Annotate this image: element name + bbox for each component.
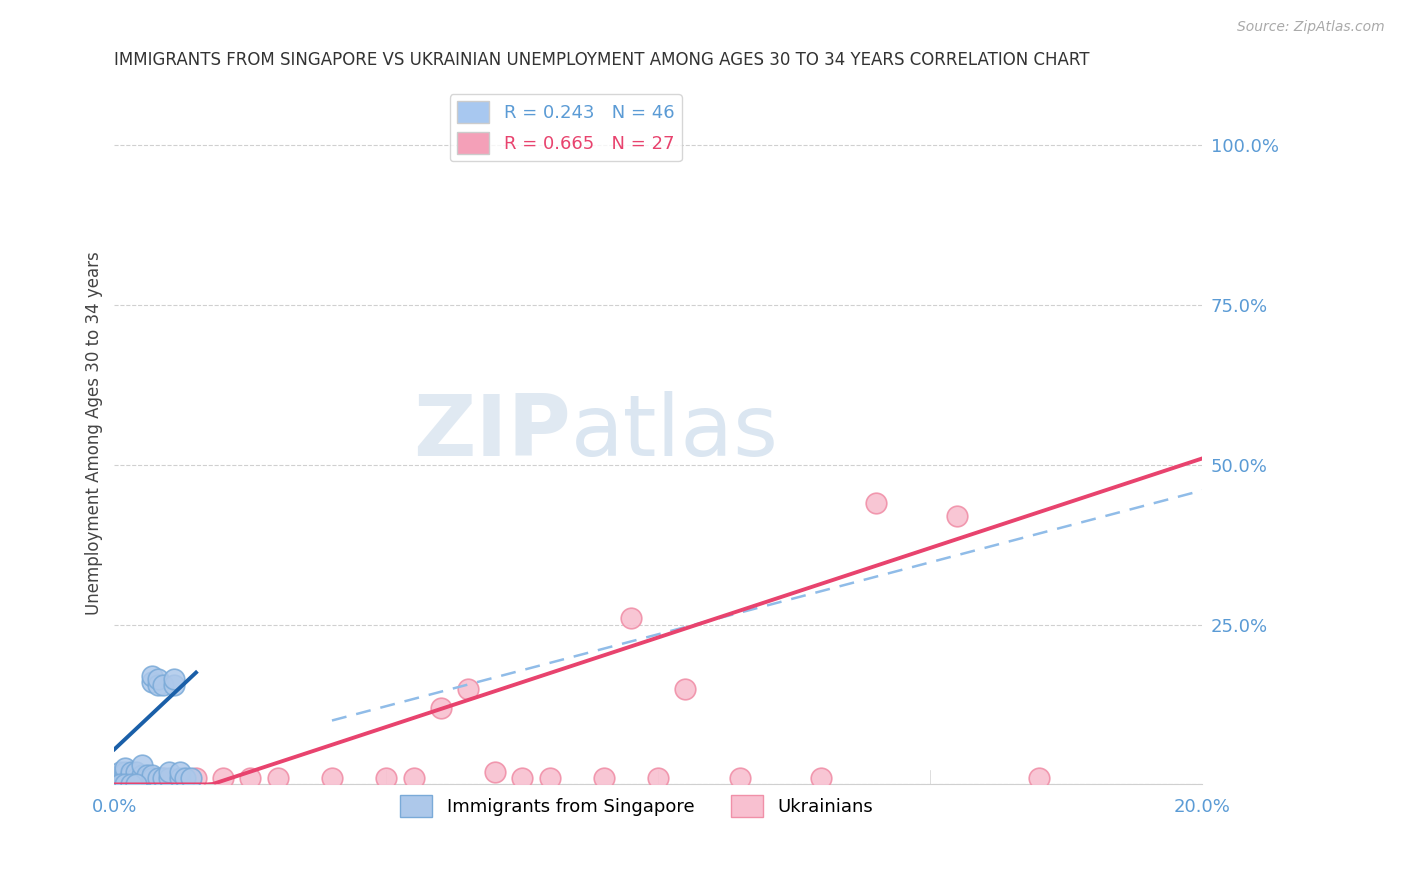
Point — [108, 777, 131, 791]
Point — [152, 678, 174, 692]
Point — [114, 761, 136, 775]
Point — [114, 768, 136, 782]
Point — [510, 771, 533, 785]
Point — [647, 771, 669, 785]
Point — [141, 771, 163, 785]
Point — [375, 771, 398, 785]
Legend: Immigrants from Singapore, Ukrainians: Immigrants from Singapore, Ukrainians — [392, 789, 880, 824]
Point — [152, 771, 174, 785]
Point — [131, 774, 153, 789]
Point — [429, 700, 451, 714]
Text: ZIP: ZIP — [413, 392, 571, 475]
Point — [620, 611, 643, 625]
Point — [125, 774, 148, 789]
Point — [108, 771, 131, 785]
Point — [120, 771, 142, 785]
Point — [163, 672, 186, 686]
Point — [946, 508, 969, 523]
Point — [125, 771, 148, 785]
Point — [114, 771, 136, 785]
Point — [114, 771, 136, 785]
Point — [266, 771, 288, 785]
Point — [865, 496, 887, 510]
Point — [157, 771, 180, 785]
Point — [457, 681, 479, 696]
Point — [163, 678, 186, 692]
Point — [169, 764, 191, 779]
Text: Source: ZipAtlas.com: Source: ZipAtlas.com — [1237, 20, 1385, 34]
Point — [146, 771, 169, 785]
Point — [157, 764, 180, 779]
Text: atlas: atlas — [571, 392, 779, 475]
Point — [184, 771, 207, 785]
Point — [108, 768, 131, 782]
Point — [484, 764, 506, 779]
Y-axis label: Unemployment Among Ages 30 to 34 years: Unemployment Among Ages 30 to 34 years — [86, 251, 103, 615]
Point — [146, 672, 169, 686]
Point — [131, 758, 153, 772]
Text: IMMIGRANTS FROM SINGAPORE VS UKRAINIAN UNEMPLOYMENT AMONG AGES 30 TO 34 YEARS CO: IMMIGRANTS FROM SINGAPORE VS UKRAINIAN U… — [114, 51, 1090, 69]
Point — [141, 675, 163, 690]
Point — [141, 768, 163, 782]
Point — [108, 764, 131, 779]
Point — [136, 771, 159, 785]
Point — [131, 771, 153, 785]
Point — [114, 774, 136, 789]
Point — [239, 771, 262, 785]
Point — [1028, 771, 1050, 785]
Point — [402, 771, 425, 785]
Point — [108, 771, 131, 785]
Point — [114, 777, 136, 791]
Point — [212, 771, 235, 785]
Point — [136, 774, 159, 789]
Point — [125, 777, 148, 791]
Point — [131, 768, 153, 782]
Point — [120, 777, 142, 791]
Point — [120, 764, 142, 779]
Point — [728, 771, 751, 785]
Point — [136, 768, 159, 782]
Point — [120, 768, 142, 782]
Point — [131, 771, 153, 785]
Point — [146, 678, 169, 692]
Point — [675, 681, 697, 696]
Point — [120, 774, 142, 789]
Point — [120, 771, 142, 785]
Point — [114, 764, 136, 779]
Point — [174, 771, 197, 785]
Point — [141, 774, 163, 789]
Point — [141, 771, 163, 785]
Point — [180, 771, 202, 785]
Point — [141, 669, 163, 683]
Point — [321, 771, 343, 785]
Point — [125, 764, 148, 779]
Point — [169, 771, 191, 785]
Point — [810, 771, 832, 785]
Point — [538, 771, 561, 785]
Point — [152, 771, 174, 785]
Point — [593, 771, 616, 785]
Point — [108, 774, 131, 789]
